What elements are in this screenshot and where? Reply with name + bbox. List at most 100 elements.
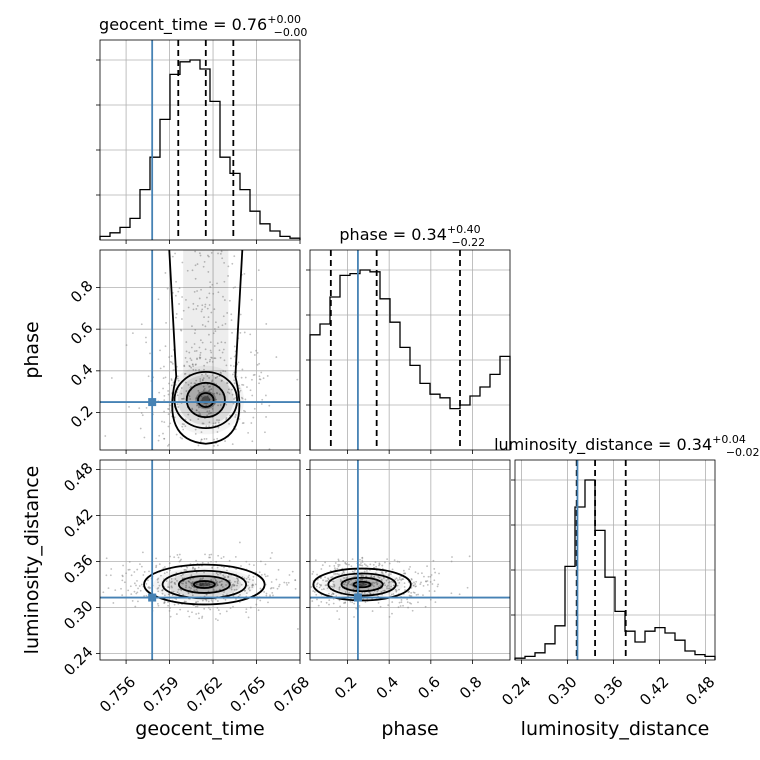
scatter-point — [161, 589, 164, 592]
scatter-point — [425, 580, 427, 583]
scatter-point — [145, 336, 147, 339]
scatter-point — [417, 572, 420, 575]
scatter-point — [163, 421, 166, 423]
scatter-point — [172, 369, 175, 372]
scatter-point — [226, 312, 229, 314]
scatter-point — [412, 591, 415, 594]
scatter-point — [200, 395, 203, 398]
histogram-phase — [309, 269, 511, 450]
scatter-point — [167, 604, 170, 607]
scatter-point — [208, 377, 210, 379]
scatter-point — [169, 360, 172, 363]
scatter-point — [129, 585, 132, 588]
scatter-point — [234, 580, 236, 583]
scatter-point — [204, 373, 207, 375]
contour-outer — [312, 567, 412, 602]
scatter-point — [222, 370, 225, 372]
scatter-point — [228, 392, 231, 395]
scatter-point — [234, 556, 237, 558]
scatter-point — [399, 578, 401, 581]
contour-level — [185, 381, 226, 419]
scatter-point — [133, 590, 136, 593]
scatter-point — [317, 604, 320, 607]
scatter-point — [214, 422, 217, 425]
scatter-point — [203, 571, 205, 574]
scatter-point — [211, 380, 213, 383]
scatter-point — [139, 427, 142, 430]
scatter-point — [450, 560, 453, 563]
scatter-point — [104, 435, 107, 437]
scatter-point — [193, 350, 196, 353]
scatter-point — [369, 563, 372, 566]
scatter-point — [170, 384, 173, 387]
scatter-point — [348, 563, 350, 566]
scatter-point — [194, 369, 197, 371]
scatter-point — [212, 588, 215, 591]
scatter-point — [176, 554, 179, 556]
scatter-point — [196, 605, 199, 608]
scatter-point — [127, 568, 130, 571]
scatter-point — [324, 576, 326, 579]
scatter-point — [388, 573, 391, 575]
scatter-point — [180, 392, 183, 395]
scatter-point — [399, 605, 402, 607]
scatter-point — [253, 407, 256, 410]
scatter-point — [201, 583, 204, 586]
scatter-point — [366, 565, 369, 568]
scatter-point — [226, 382, 229, 385]
tick-label-x: 0.768 — [270, 673, 313, 716]
scatter-point — [185, 586, 187, 589]
scatter-point — [377, 576, 380, 578]
scatter-point — [344, 591, 347, 594]
scatter-point — [390, 580, 393, 583]
scatter-point — [332, 593, 335, 595]
scatter-point — [168, 610, 171, 612]
scatter-point — [251, 378, 253, 381]
scatter-point — [209, 286, 212, 288]
scatter-point — [338, 564, 341, 566]
scatter-point — [394, 588, 397, 591]
scatter-point — [135, 584, 137, 587]
scatter-point — [174, 252, 176, 255]
scatter-point — [140, 323, 143, 326]
scatter-point — [207, 320, 210, 323]
scatter-point — [398, 582, 401, 584]
scatter-point — [409, 565, 411, 568]
scatter-point — [392, 593, 395, 595]
scatter-point — [217, 291, 220, 294]
scatter-point — [149, 352, 151, 355]
scatter-point — [122, 564, 124, 567]
scatter-point — [105, 574, 108, 577]
scatter-point — [230, 357, 232, 360]
scatter-point — [260, 371, 263, 374]
scatter-point — [248, 578, 251, 581]
scatter-point — [175, 613, 178, 615]
scatter-point — [218, 419, 220, 421]
scatter-point — [155, 557, 158, 560]
scatter-point — [201, 308, 204, 311]
scatter-point — [363, 563, 366, 566]
scatter-point — [163, 594, 166, 597]
scatter-point — [218, 581, 221, 584]
scatter-point — [259, 560, 262, 563]
density-level — [167, 365, 245, 435]
scatter-point — [338, 588, 341, 591]
scatter-point — [429, 575, 432, 578]
scatter-point — [251, 440, 254, 443]
scatter-point — [406, 601, 409, 604]
scatter-point — [325, 601, 328, 604]
scatter-point — [147, 586, 150, 589]
scatter-point — [382, 577, 385, 579]
scatter-point — [215, 581, 218, 584]
scatter-point — [381, 564, 384, 567]
scatter-point — [321, 588, 323, 591]
scatter-point — [187, 610, 189, 613]
tick-label-y: 0.4 — [67, 360, 97, 390]
scatter-point — [201, 578, 203, 581]
scatter-point — [451, 556, 453, 558]
scatter-point — [343, 577, 346, 579]
scatter-point — [168, 382, 170, 385]
scatter-point — [344, 561, 347, 564]
scatter-point — [201, 341, 204, 344]
tick-label-y: 0.36 — [60, 551, 96, 587]
